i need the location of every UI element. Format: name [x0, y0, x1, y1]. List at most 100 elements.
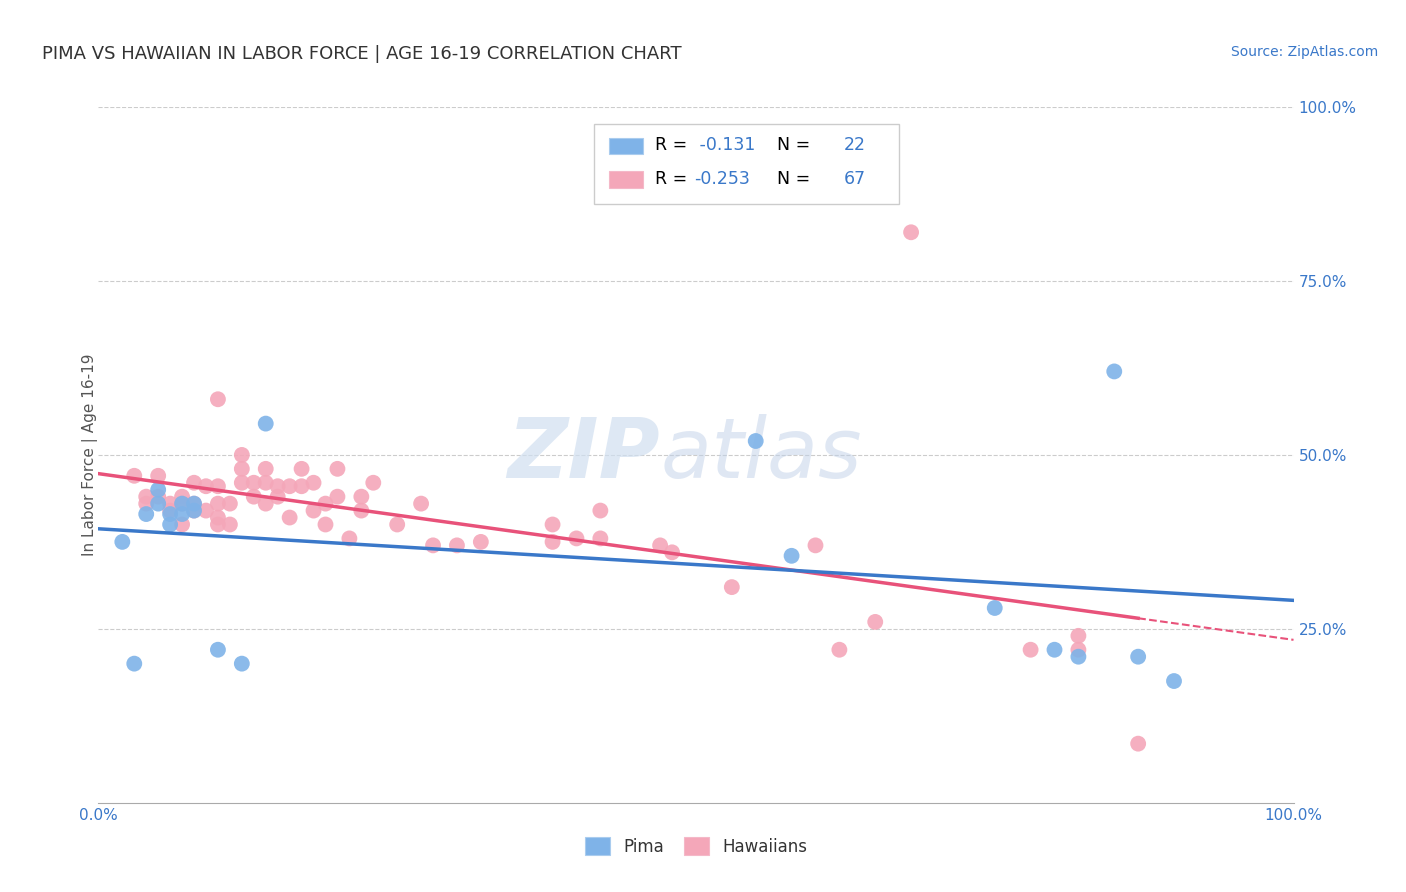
Point	[254, 417, 277, 431]
Point	[195, 503, 218, 517]
Point	[207, 510, 229, 524]
Point	[243, 475, 266, 490]
Point	[231, 475, 253, 490]
Point	[302, 503, 325, 517]
Y-axis label: In Labor Force | Age 16-19: In Labor Force | Age 16-19	[82, 353, 98, 557]
Point	[111, 534, 134, 549]
Point	[411, 497, 433, 511]
Point	[231, 448, 253, 462]
Point	[1043, 642, 1066, 657]
Point	[1067, 642, 1090, 657]
Point	[804, 538, 827, 552]
Point	[565, 532, 588, 546]
Text: Source: ZipAtlas.com: Source: ZipAtlas.com	[1230, 45, 1378, 59]
Point	[183, 503, 205, 517]
Point	[231, 657, 253, 671]
Point	[661, 545, 683, 559]
Point	[984, 601, 1007, 615]
Point	[541, 534, 564, 549]
Point	[207, 479, 229, 493]
FancyBboxPatch shape	[609, 137, 643, 154]
Text: -0.131: -0.131	[695, 136, 755, 154]
Text: ZIP: ZIP	[508, 415, 661, 495]
Point	[183, 503, 205, 517]
Point	[267, 490, 290, 504]
Point	[326, 462, 349, 476]
Point	[865, 615, 887, 629]
Point	[172, 490, 194, 504]
Point	[183, 475, 205, 490]
Point	[195, 479, 218, 493]
FancyBboxPatch shape	[609, 171, 643, 188]
FancyBboxPatch shape	[595, 124, 900, 204]
Point	[254, 497, 277, 511]
Text: N =: N =	[766, 169, 815, 187]
Point	[254, 475, 277, 490]
Point	[339, 532, 361, 546]
Point	[470, 534, 492, 549]
Point	[315, 497, 337, 511]
Point	[278, 510, 301, 524]
Point	[589, 532, 612, 546]
Point	[589, 503, 612, 517]
Text: R =: R =	[655, 136, 693, 154]
Point	[648, 538, 672, 552]
Point	[745, 434, 768, 448]
Point	[541, 517, 564, 532]
Point	[124, 468, 146, 483]
Text: 22: 22	[844, 136, 866, 154]
Text: R =: R =	[655, 169, 693, 187]
Point	[326, 490, 349, 504]
Point	[159, 517, 181, 532]
Point	[159, 507, 181, 521]
Point	[219, 517, 242, 532]
Point	[219, 497, 242, 511]
Point	[148, 468, 170, 483]
Point	[350, 503, 373, 517]
Point	[148, 490, 170, 504]
Legend: Pima, Hawaiians: Pima, Hawaiians	[576, 829, 815, 864]
Point	[1128, 649, 1150, 664]
Point	[363, 475, 385, 490]
Text: N =: N =	[766, 136, 815, 154]
Point	[385, 517, 409, 532]
Point	[1067, 629, 1090, 643]
Text: PIMA VS HAWAIIAN IN LABOR FORCE | AGE 16-19 CORRELATION CHART: PIMA VS HAWAIIAN IN LABOR FORCE | AGE 16…	[42, 45, 682, 62]
Point	[207, 392, 229, 407]
Point	[422, 538, 444, 552]
Point	[1163, 674, 1185, 689]
Point	[302, 475, 325, 490]
Point	[315, 517, 337, 532]
Point	[243, 490, 266, 504]
Point	[1067, 649, 1090, 664]
Point	[721, 580, 744, 594]
Point	[172, 517, 194, 532]
Point	[183, 497, 205, 511]
Point	[780, 549, 803, 563]
Point	[828, 642, 851, 657]
Point	[148, 497, 170, 511]
Point	[135, 490, 157, 504]
Point	[172, 507, 194, 521]
Point	[254, 462, 277, 476]
Point	[148, 483, 170, 497]
Point	[1019, 642, 1042, 657]
Point	[159, 503, 181, 517]
Point	[1104, 364, 1126, 378]
Point	[291, 479, 314, 493]
Point	[1128, 737, 1150, 751]
Point	[207, 642, 229, 657]
Point	[278, 479, 301, 493]
Point	[350, 490, 373, 504]
Text: atlas: atlas	[661, 415, 862, 495]
Point	[207, 497, 229, 511]
Point	[172, 497, 194, 511]
Point	[124, 657, 146, 671]
Point	[183, 497, 205, 511]
Point	[267, 479, 290, 493]
Point	[159, 497, 181, 511]
Point	[231, 462, 253, 476]
Point	[135, 497, 157, 511]
Point	[135, 507, 157, 521]
Point	[291, 462, 314, 476]
